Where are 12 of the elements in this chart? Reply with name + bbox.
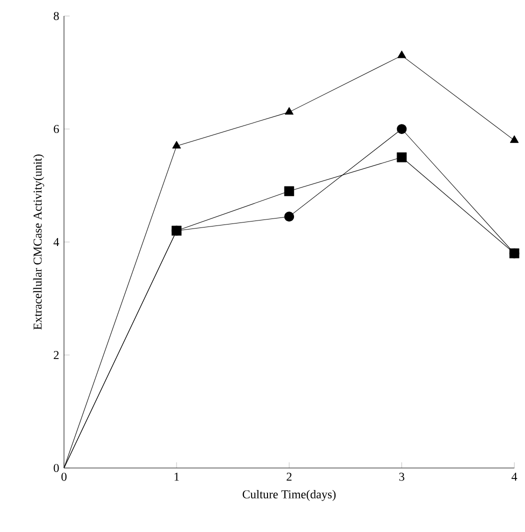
x-axis-title: Culture Time(days) xyxy=(242,490,336,501)
y-tick-label: 4 xyxy=(54,238,60,246)
y-axis-title: Extracellular CMCase Activity(unit) xyxy=(33,154,44,330)
x-tick-label: 0 xyxy=(61,472,67,481)
x-tick-label: 1 xyxy=(174,472,179,481)
y-tick-label: 6 xyxy=(54,124,59,134)
y-tick-label: 0 xyxy=(54,464,59,472)
x-tick-label: 4 xyxy=(512,472,518,481)
x-tick-label: 2 xyxy=(286,472,292,481)
y-tick-label: 8 xyxy=(54,12,59,20)
y-tick-label: 2 xyxy=(54,351,59,359)
x-tick-label: 3 xyxy=(399,472,404,481)
